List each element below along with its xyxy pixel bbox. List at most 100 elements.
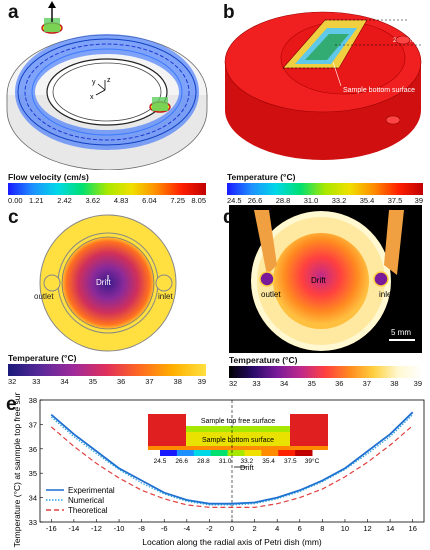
panel-e-label: e xyxy=(6,394,17,415)
series-line-experimental xyxy=(50,411,414,505)
colorbar-tick: 37 xyxy=(145,377,154,386)
colorbar-tick: 2.42 xyxy=(57,196,72,205)
inset-colorbar-tick: 33.2 xyxy=(241,458,254,465)
inset-colorbar-segment xyxy=(193,450,212,456)
inset-colorbar-tick: 28.8 xyxy=(197,458,210,465)
x-tick-label: -8 xyxy=(138,524,145,533)
x-tick-label: 10 xyxy=(341,524,349,533)
legend-label-numerical: Numerical xyxy=(68,496,104,505)
inlet-label-d: inlet xyxy=(379,290,394,299)
velocity-colorbar xyxy=(8,183,206,195)
inset-drift-label: Drift xyxy=(240,463,255,472)
colorbar-tick: 26.6 xyxy=(247,196,263,205)
y-tick-label: 38 xyxy=(29,396,37,405)
panel-d: d outlet inlet Drift 5 mm Temperature (°… xyxy=(215,205,430,390)
y-tick-label: 35 xyxy=(29,469,37,478)
inset-colorbar-segment xyxy=(244,450,262,456)
inset-colorbar-tick: 24.5 xyxy=(154,458,167,465)
inset-colorbar-segment xyxy=(160,450,178,456)
x-tick-label: -6 xyxy=(161,524,168,533)
legend-label-theoretical: Theoretical xyxy=(68,506,108,515)
x-tick-label: 4 xyxy=(275,524,279,533)
chart-ylabel: Temperature (°C) at sanmple top free sur… xyxy=(12,392,22,547)
panel-a: a z y x Flow velocity (cm/s) 0.00 1.21 2.4… xyxy=(0,0,215,205)
drift-label: Drift xyxy=(96,278,111,287)
inset-bottom-label: Sample bottom surface xyxy=(202,437,274,444)
colorbar-tick: 34 xyxy=(60,377,69,386)
x-tick-label: -10 xyxy=(114,524,125,533)
y-tick-label: 36 xyxy=(29,445,37,454)
colorbar-tick: 39 xyxy=(414,196,423,205)
inset-colorbar-tick: 26.6 xyxy=(175,458,188,465)
outlet-label: outlet xyxy=(34,292,54,301)
panel-d-colorbar-title: Temperature (°C) xyxy=(229,355,298,365)
panel-d-colorbar xyxy=(229,366,422,378)
x-tick-label: 14 xyxy=(386,524,394,533)
colorbar-tick: 32 xyxy=(8,377,17,386)
colorbar-tick: 3.62 xyxy=(85,196,101,205)
colorbar-tick: 38 xyxy=(173,377,182,386)
inset-colorbar-segment xyxy=(176,450,195,456)
axis-y-label: y xyxy=(92,79,96,86)
x-tick-label: -4 xyxy=(183,524,190,533)
colorbar-tick: 35.4 xyxy=(359,196,375,205)
inset-colorbar-segment xyxy=(261,450,279,456)
inset-colorbar-segment xyxy=(278,450,296,456)
flow-ring-figure: z y x xyxy=(6,1,208,170)
panel-c-colorbar-title: Temperature (°C) xyxy=(8,353,77,363)
axis-x-label: x xyxy=(90,94,94,101)
colorbar-tick: 7.25 xyxy=(170,196,186,205)
x-tick-label: 12 xyxy=(363,524,371,533)
inlet-label: inlet xyxy=(158,292,173,301)
colorbar-tick: 33 xyxy=(32,377,41,386)
colorbar-tick: 0.00 xyxy=(8,196,23,205)
inset-colorbar-tick: 39°C xyxy=(305,457,320,465)
scalebar-label: 5 mm xyxy=(391,328,411,337)
colorbar-tick: 38 xyxy=(390,379,399,388)
panel-e: e Temperature (°C) at sanmple top free s… xyxy=(0,392,430,550)
colorbar-tick: 37 xyxy=(362,379,372,388)
colorbar-tick: 34 xyxy=(279,379,289,388)
x-tick-label: 2 xyxy=(253,524,257,533)
inset-colorbar-tick: 35.4 xyxy=(262,458,275,465)
colorbar-tick: 35 xyxy=(88,377,98,386)
colorbar-tick: 33.2 xyxy=(331,196,347,205)
x-tick-label: -12 xyxy=(91,524,102,533)
legend-label-experimental: Experimental xyxy=(68,486,115,495)
colorbar-tick: 31.0 xyxy=(303,196,319,205)
top-view-simulation: outlet inlet Drift xyxy=(34,214,177,352)
drift-label-d: Drift xyxy=(311,276,326,285)
panel-a-label: a xyxy=(8,2,19,23)
colorbar-tick: 39 xyxy=(197,377,206,386)
series-line-theoretical xyxy=(50,425,414,508)
y-tick-label: 37 xyxy=(29,420,37,429)
colorbar-tick: 39 xyxy=(413,379,422,388)
y-tick-label: 34 xyxy=(29,494,37,503)
colorbar-tick: 36 xyxy=(335,379,344,388)
inset-colorbar-tick: 31.0 xyxy=(219,458,232,465)
colorbar-tick: 8.05 xyxy=(191,196,206,205)
panel-b-label: b xyxy=(223,2,235,23)
temperature-profile-chart: Temperature (°C) at sanmple top free sur… xyxy=(12,392,425,547)
inset-colorbar-segment xyxy=(295,450,313,456)
colorbar-tick: 1.21 xyxy=(28,196,44,205)
inset-colorbar-segment xyxy=(210,450,229,456)
x-tick-label: -2 xyxy=(206,524,213,533)
dim-17mm-label: 17 mm xyxy=(373,11,393,18)
colorbar-tick: 6.04 xyxy=(142,196,157,205)
axis-z-label: z xyxy=(107,77,111,84)
inset-top-label: Sample top free surface xyxy=(201,418,275,425)
panel-d-label: d xyxy=(223,207,235,228)
inset-cross-section: Sample top free surface Sample bottom su… xyxy=(148,414,328,472)
chart-xlabel: Location along the radial axis of Petri … xyxy=(142,537,322,547)
inset-colorbar-segment xyxy=(227,450,245,456)
temperature-dish-figure: 17 mm 20 mm Sample bottom surface xyxy=(224,11,422,160)
x-tick-label: -16 xyxy=(46,524,57,533)
colorbar-tick: 33 xyxy=(252,379,261,388)
panel-c-colorbar xyxy=(8,364,206,376)
sample-bottom-label: Sample bottom surface xyxy=(343,87,415,94)
x-tick-label: 8 xyxy=(320,524,324,533)
temperature-colorbar-title: Temperature (°C) xyxy=(227,172,296,182)
y-tick-label: 33 xyxy=(29,518,37,527)
colorbar-tick: 32 xyxy=(229,379,238,388)
